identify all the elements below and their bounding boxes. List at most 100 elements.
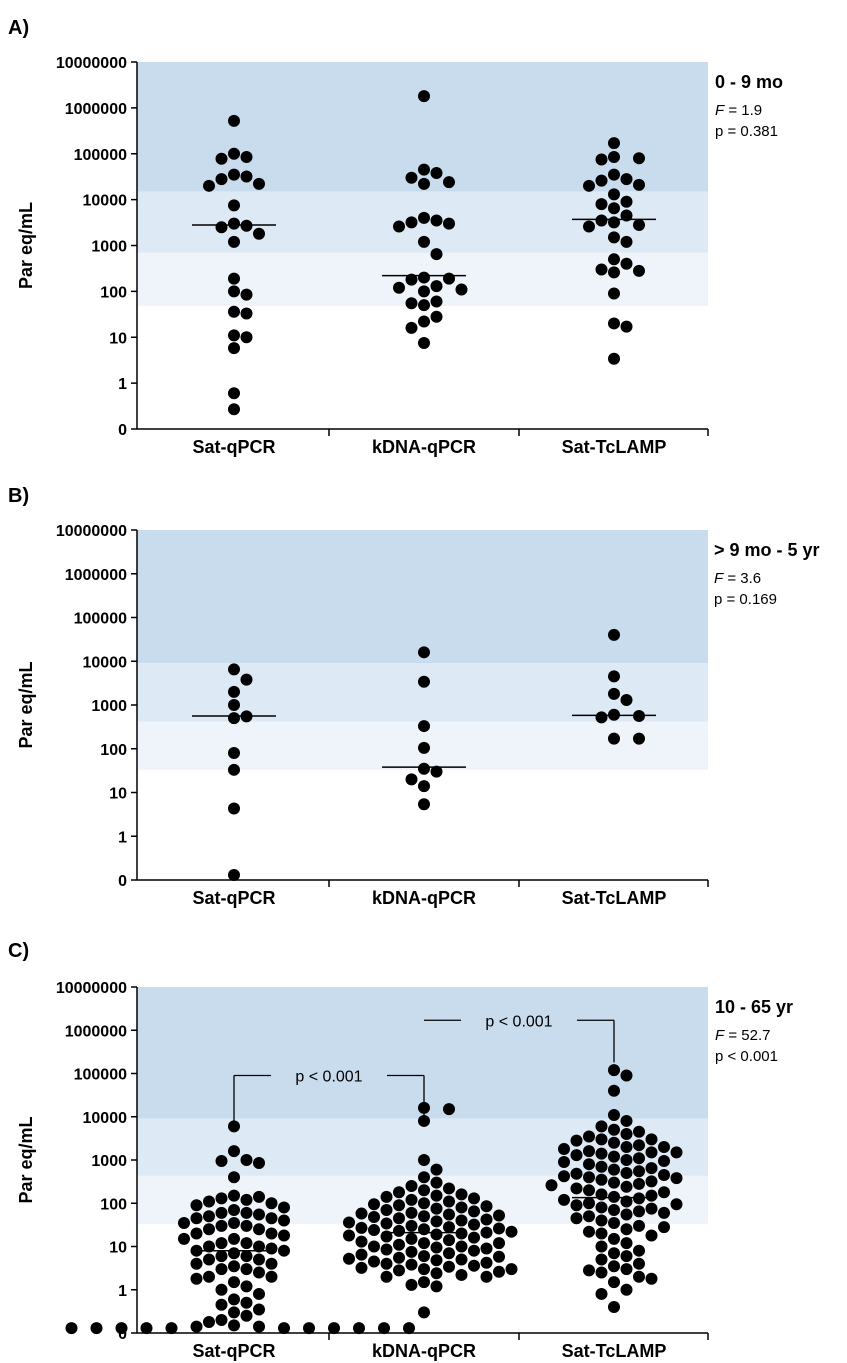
data-point [393, 220, 405, 233]
data-point [240, 1309, 253, 1322]
data-point [405, 297, 418, 310]
data-point [380, 1257, 393, 1270]
data-point [658, 1206, 670, 1219]
group-label: 0 - 9 mo [715, 72, 783, 92]
data-point [620, 235, 633, 248]
data-point [595, 1253, 608, 1266]
data-point [355, 1235, 368, 1248]
data-point [215, 1192, 228, 1205]
data-point [240, 288, 253, 301]
data-point [203, 179, 215, 192]
data-point [368, 1224, 380, 1237]
bracket-label: p < 0.001 [485, 1013, 552, 1030]
data-point [228, 285, 240, 298]
data-point [228, 342, 240, 355]
data-point [228, 1247, 240, 1260]
data-point [620, 257, 633, 270]
data-point [378, 1322, 390, 1335]
data-point [418, 798, 430, 811]
data-point [405, 1278, 418, 1291]
data-point [228, 403, 240, 416]
data-point [645, 1272, 658, 1285]
data-point [228, 1293, 240, 1306]
data-point [658, 1221, 670, 1234]
data-point [228, 217, 240, 230]
x-category-label: Sat-TcLAMP [562, 1341, 667, 1361]
y-tick-label: 10 [109, 786, 127, 803]
data-point [608, 168, 620, 181]
data-point [430, 1228, 443, 1241]
data-point [418, 780, 430, 793]
y-tick-label: 100 [100, 284, 127, 301]
stat-f-value: = 3.6 [723, 570, 761, 587]
data-point [468, 1205, 480, 1218]
stat-f: F = 52.7 [715, 1027, 770, 1044]
data-point [595, 1147, 608, 1160]
data-point [418, 1263, 430, 1276]
data-point [405, 1232, 418, 1245]
data-point [368, 1198, 380, 1211]
data-point [595, 1133, 608, 1146]
data-point [430, 1267, 443, 1280]
data-point [608, 1203, 620, 1216]
data-point [608, 317, 620, 330]
data-point [253, 1266, 265, 1279]
data-point [443, 1208, 455, 1221]
y-tick-label: 100000 [74, 1067, 127, 1084]
data-point [430, 1280, 443, 1293]
band-0 [137, 987, 708, 1119]
data-point [228, 746, 240, 759]
data-point [215, 1206, 228, 1219]
y-tick-label: 10000000 [56, 523, 127, 540]
data-point [430, 1254, 443, 1267]
data-point [203, 1210, 215, 1223]
data-point [608, 266, 620, 279]
data-point [228, 699, 240, 711]
data-point [670, 1146, 683, 1159]
data-point [608, 1123, 620, 1136]
data-point [620, 209, 633, 222]
data-point [430, 765, 443, 778]
y-tick-label: 10000 [83, 193, 128, 210]
data-point [645, 1202, 658, 1215]
data-point [228, 685, 240, 698]
data-point [468, 1231, 480, 1244]
data-point [215, 1263, 228, 1276]
data-point [455, 1268, 468, 1281]
stat-p: p = 0.169 [714, 591, 777, 608]
data-point [228, 1120, 240, 1133]
data-point [418, 1210, 430, 1223]
data-point [620, 1154, 633, 1166]
data-point [430, 1163, 443, 1176]
data-point [228, 1189, 240, 1202]
data-point [115, 1322, 128, 1335]
data-point [633, 178, 645, 191]
data-point [455, 1227, 468, 1240]
x-category-label: kDNA-qPCR [372, 1341, 476, 1361]
data-point [633, 1244, 645, 1257]
data-point [418, 720, 430, 733]
data-point [278, 1244, 290, 1257]
data-point [418, 285, 430, 298]
y-tick-label: 10 [109, 1240, 127, 1257]
data-point [418, 1276, 430, 1289]
data-point [228, 147, 240, 160]
data-point [620, 320, 633, 333]
data-point [620, 1167, 633, 1180]
group-label: > 9 mo - 5 yr [714, 540, 820, 560]
x-category-label: Sat-qPCR [192, 888, 275, 908]
data-point [468, 1192, 480, 1205]
data-point [595, 1188, 608, 1201]
data-point [620, 1263, 633, 1276]
data-point [353, 1322, 365, 1335]
data-point [418, 1237, 430, 1250]
data-point [203, 1240, 215, 1253]
data-point [228, 663, 240, 676]
data-point [480, 1200, 493, 1213]
data-point [355, 1221, 368, 1234]
data-point [480, 1256, 493, 1269]
data-point [203, 1223, 215, 1236]
data-point [658, 1168, 670, 1181]
data-point [608, 1084, 620, 1097]
data-point [228, 1203, 240, 1216]
